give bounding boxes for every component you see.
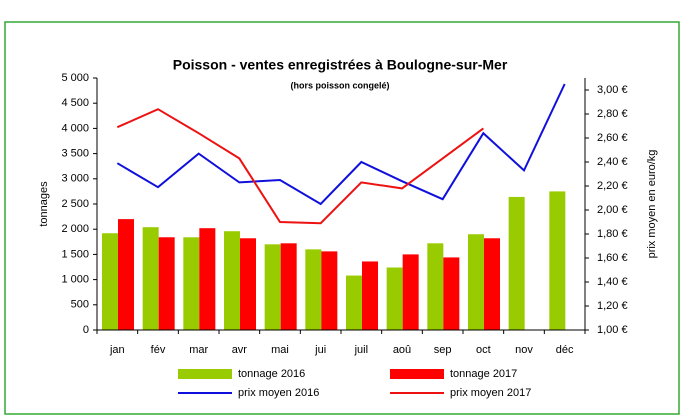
chart-subtitle: (hors poisson congelé) bbox=[290, 80, 389, 90]
bar bbox=[142, 227, 159, 330]
y-tick-label: 500 bbox=[71, 299, 89, 311]
bar bbox=[508, 196, 525, 330]
legend-label: prix moyen 2016 bbox=[238, 387, 319, 399]
y-tick-label: 2 000 bbox=[61, 223, 89, 235]
y2-tick-label: 1,00 € bbox=[597, 324, 628, 336]
y2-tick-label: 1,20 € bbox=[597, 300, 628, 312]
y-tick-label: 4 500 bbox=[61, 97, 89, 109]
bar bbox=[402, 254, 419, 330]
y-tick-label: 2 500 bbox=[61, 198, 89, 210]
bar bbox=[158, 237, 175, 330]
bar bbox=[280, 243, 297, 330]
y2-tick-label: 3,00 € bbox=[597, 84, 628, 96]
y2-tick-label: 2,00 € bbox=[597, 204, 628, 216]
y-tick-label: 5 000 bbox=[61, 72, 89, 84]
bar bbox=[386, 267, 403, 330]
x-tick-label: juil bbox=[354, 344, 368, 356]
x-tick-label: aoû bbox=[393, 344, 411, 356]
y2-tick-label: 1,60 € bbox=[597, 252, 628, 264]
bar bbox=[427, 243, 444, 330]
x-tick-label: sep bbox=[434, 344, 452, 356]
x-tick-label: oct bbox=[476, 344, 491, 356]
bar bbox=[224, 231, 240, 330]
y-tick-label: 0 bbox=[83, 324, 89, 336]
bar bbox=[549, 191, 566, 330]
y-tick-label: 1 000 bbox=[61, 274, 89, 286]
x-tick-label: avr bbox=[232, 344, 248, 356]
y2-tick-label: 1,80 € bbox=[597, 228, 628, 240]
line bbox=[116, 108, 484, 225]
bar bbox=[240, 238, 256, 330]
bar bbox=[183, 237, 200, 330]
y2-tick-label: 2,20 € bbox=[597, 180, 628, 192]
y2-tick-label: 2,80 € bbox=[597, 108, 628, 120]
bar bbox=[305, 249, 322, 330]
x-tick-label: déc bbox=[556, 344, 574, 356]
x-tick-label: mai bbox=[271, 344, 289, 356]
y2-axis-title: prix moyen en euro/kg bbox=[646, 150, 658, 259]
bar bbox=[468, 234, 484, 330]
legend-label: tonnage 2016 bbox=[238, 368, 305, 380]
y-tick-label: 3 500 bbox=[61, 148, 89, 160]
x-tick-label: jui bbox=[314, 344, 326, 356]
line bbox=[116, 83, 566, 206]
x-tick-label: jan bbox=[109, 344, 125, 356]
bar bbox=[118, 219, 134, 330]
y2-tick-label: 2,40 € bbox=[597, 156, 628, 168]
y2-tick-label: 2,60 € bbox=[597, 132, 628, 144]
x-tick-label: nov bbox=[515, 344, 533, 356]
bar bbox=[199, 228, 216, 330]
bar bbox=[362, 261, 378, 330]
legend-label: prix moyen 2017 bbox=[450, 387, 531, 399]
y-tick-label: 1 500 bbox=[61, 248, 89, 260]
bar bbox=[264, 244, 281, 330]
bar bbox=[443, 257, 460, 330]
legend-swatch bbox=[178, 369, 232, 379]
x-tick-label: fév bbox=[151, 344, 166, 356]
legend-swatch bbox=[390, 369, 444, 379]
x-tick-label: mar bbox=[189, 344, 208, 356]
bar bbox=[102, 233, 118, 330]
bar bbox=[346, 275, 362, 330]
y2-tick-label: 1,40 € bbox=[597, 276, 628, 288]
y-axis-title: tonnages bbox=[38, 181, 50, 227]
y-tick-label: 4 000 bbox=[61, 122, 89, 134]
chart-title: Poisson - ventes enregistrées à Boulogne… bbox=[173, 57, 508, 73]
bar bbox=[321, 251, 338, 330]
y-tick-label: 3 000 bbox=[61, 173, 89, 185]
frame bbox=[4, 21, 680, 415]
legend-label: tonnage 2017 bbox=[450, 368, 517, 380]
bar bbox=[484, 238, 500, 330]
